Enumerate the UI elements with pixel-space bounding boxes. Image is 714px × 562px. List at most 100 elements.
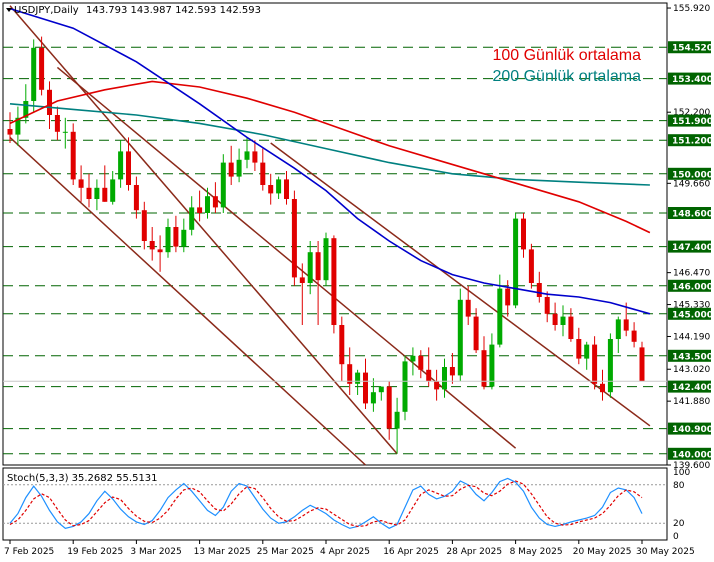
level-price-tag: [668, 380, 711, 393]
candle: [78, 165, 84, 202]
ma100-line: [9, 80, 651, 234]
level-price-tag: [668, 41, 711, 54]
candle: [268, 173, 274, 205]
price-tick-label: 144.190: [673, 332, 710, 342]
stoch-label: Stoch(5,3,3) 35.2682 55.5131: [7, 473, 158, 484]
candle: [244, 137, 250, 169]
candle: [141, 201, 147, 250]
level-price-label: 148.600: [672, 210, 713, 220]
candle: [23, 84, 29, 124]
candle: [307, 241, 313, 295]
price-tick-label: 139.600: [673, 461, 710, 471]
candle: [228, 145, 234, 185]
stoch-d-line: [9, 480, 643, 528]
level-price-label: 145.000: [672, 310, 713, 320]
candle: [173, 215, 179, 253]
candle: [291, 190, 297, 286]
candle: [544, 291, 550, 323]
level-price-label: 146.000: [672, 282, 713, 292]
level-price-tag: [668, 279, 711, 292]
candle: [528, 243, 534, 289]
candle: [133, 176, 139, 219]
stoch-pane: [2, 467, 668, 541]
candle: [489, 333, 495, 390]
channel-line: [9, 136, 367, 466]
channel-lines: [9, 5, 651, 466]
level-price-tag: [668, 447, 711, 460]
candle: [220, 154, 226, 213]
candle: [378, 386, 384, 401]
channel-line: [9, 5, 398, 455]
time-tick-label: 19 Feb 2025: [67, 547, 123, 557]
ma-short-line: [9, 7, 651, 315]
candle: [126, 137, 131, 191]
price-tick-label: 149.660: [673, 179, 710, 189]
time-tick-label: 3 Mar 2025: [130, 547, 181, 557]
price-tick-label: 141.880: [673, 397, 710, 407]
candle: [31, 39, 37, 113]
price-tick-label: 155.920: [673, 4, 710, 14]
candle: [536, 271, 542, 303]
level-price-label: 154.520: [672, 44, 713, 54]
price-tick-label: 143.020: [673, 365, 710, 375]
candle: [607, 333, 613, 398]
candle: [149, 227, 155, 261]
level-price-tag: [668, 240, 711, 253]
candle: [402, 355, 408, 421]
candle: [426, 347, 432, 387]
level-price-tag: [668, 72, 711, 85]
candle: [386, 381, 392, 440]
stoch-tick-label: 100: [673, 468, 690, 478]
candle: [418, 350, 424, 379]
price-tick-label: 145.330: [673, 301, 710, 311]
level-price-label: 151.200: [672, 137, 713, 147]
candle: [86, 173, 92, 208]
candle: [363, 358, 368, 409]
candle: [339, 316, 345, 381]
legend-ma100: 100 Günlük ortalama: [492, 47, 641, 64]
level-price-tag: [668, 134, 711, 147]
candle: [552, 302, 558, 331]
time-tick-label: 28 Apr 2025: [446, 547, 502, 557]
level-price-label: 150.000: [672, 170, 713, 180]
candle: [62, 117, 68, 149]
menu-triangle-icon[interactable]: [6, 8, 12, 12]
candle: [505, 280, 511, 317]
candle: [615, 316, 621, 353]
candle: [15, 106, 21, 146]
candle: [457, 288, 463, 381]
ma200-line: [9, 103, 650, 186]
level-price-label: 147.400: [672, 243, 713, 253]
candle: [323, 232, 329, 286]
candle: [315, 241, 321, 325]
candle: [473, 308, 479, 353]
candle: [584, 341, 590, 370]
candle: [442, 358, 447, 398]
time-tick-label: 7 Feb 2025: [4, 547, 54, 557]
candle: [70, 123, 76, 185]
candle: [521, 213, 526, 258]
level-price-tag: [668, 307, 711, 320]
ohlc-readout: 143.793 143.987 142.593 142.593: [86, 5, 261, 16]
time-tick-label: 13 Mar 2025: [194, 547, 251, 557]
candle: [513, 213, 519, 309]
time-tick-label: 4 Apr 2025: [320, 547, 370, 557]
candle: [394, 397, 400, 454]
candle: [102, 165, 108, 202]
candle: [560, 305, 566, 337]
stoch-tick-label: 20: [673, 519, 685, 529]
level-price-tag: [668, 114, 711, 127]
time-tick-label: 30 May 2025: [636, 547, 695, 557]
candle: [623, 302, 629, 337]
time-tick-label: 25 Mar 2025: [257, 547, 314, 557]
candle: [631, 322, 637, 348]
candle: [576, 327, 582, 365]
candle: [252, 140, 258, 171]
candle: [299, 263, 305, 325]
candle: [212, 182, 218, 213]
candle: [260, 148, 266, 191]
candle: [276, 176, 282, 199]
candle: [497, 274, 503, 348]
candle: [481, 336, 487, 390]
